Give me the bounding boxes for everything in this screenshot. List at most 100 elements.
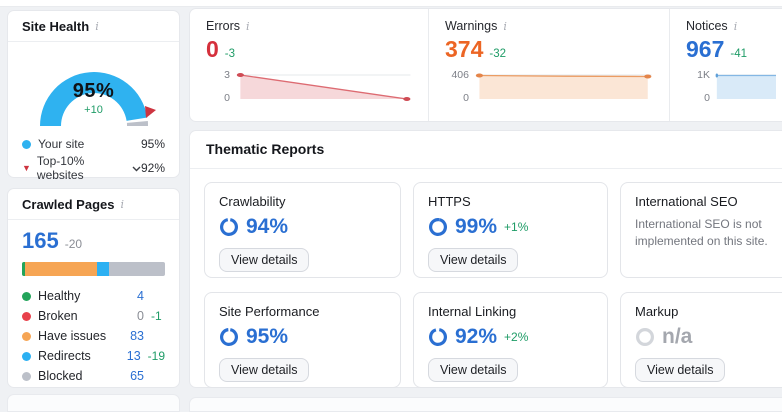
warnings-section: Warnings i 374 -32 406 0 <box>428 9 669 121</box>
international-seo-card: International SEO International SEO is n… <box>620 182 782 278</box>
view-details-button[interactable]: View details <box>219 248 310 272</box>
crawled-total[interactable]: 165 <box>22 228 59 253</box>
notices-ymax: 1K <box>697 69 710 81</box>
warnings-ymax: 406 <box>451 69 469 81</box>
benchmark-value: 92% <box>140 161 165 175</box>
legend-row-redirects: Redirects 13 -19 <box>22 346 165 366</box>
your-site-dot-icon <box>22 139 31 149</box>
legend-row-broken: Broken 0 -1 <box>22 306 165 326</box>
errors-sparkline: 3 0 <box>206 69 414 105</box>
notices-count[interactable]: 967 <box>686 36 725 62</box>
site-performance-card: Site Performance 95% View details <box>204 292 401 388</box>
bar-segment-have-issues <box>25 262 98 276</box>
internal-linking-value: 92% <box>455 325 498 348</box>
next-card-edge-left <box>7 394 180 412</box>
view-details-button[interactable]: View details <box>428 248 519 272</box>
errors-ymin: 0 <box>224 92 230 104</box>
blocked-value[interactable]: 65 <box>130 369 144 383</box>
internal-linking-card: Internal Linking 92% +2% View details <box>413 292 608 388</box>
chevron-down-icon[interactable] <box>132 161 141 175</box>
crawled-pages-title: Crawled Pages <box>22 197 115 212</box>
warnings-ymin: 0 <box>463 92 469 104</box>
info-icon[interactable]: i <box>246 19 250 33</box>
view-details-button[interactable]: View details <box>219 358 310 382</box>
info-icon[interactable]: i <box>120 198 125 211</box>
notices-delta: -41 <box>730 48 747 60</box>
legend-row-have-issues: Have issues 83 <box>22 326 165 346</box>
healthy-value[interactable]: 4 <box>137 289 144 303</box>
markup-value: n/a <box>662 325 693 348</box>
site-health-title: Site Health <box>22 19 90 34</box>
international-seo-description: International SEO is not implemented on … <box>635 217 768 249</box>
markup-title: Markup <box>635 304 679 319</box>
broken-value: 0 <box>137 309 144 323</box>
info-icon[interactable]: i <box>503 19 507 33</box>
https-title: HTTPS <box>428 194 471 209</box>
progress-ring-icon <box>219 217 239 237</box>
warnings-delta: -32 <box>489 48 506 60</box>
blocked-label: Blocked <box>38 369 83 383</box>
notices-section: Notices i 967 -41 1K 0 <box>669 9 782 121</box>
https-delta: +1% <box>504 220 529 234</box>
your-site-label: Your site <box>38 137 85 151</box>
info-icon[interactable]: i <box>733 19 738 33</box>
redirects-label: Redirects <box>38 349 91 363</box>
benchmark-triangle-icon: ▼ <box>22 163 31 173</box>
site-health-card: Site Health i 95% +10 Your site 95% ▼ To… <box>7 10 180 182</box>
site-health-gauge: 95% +10 <box>8 46 179 130</box>
legend-benchmark: ▼ Top-10% websites 92% <box>22 154 165 182</box>
top-header-edge <box>0 0 782 7</box>
notices-sparkline: 1K 0 <box>686 69 776 105</box>
have-issues-value[interactable]: 83 <box>130 329 144 343</box>
thematic-reports-panel: Thematic Reports Crawlability 94% View d… <box>189 130 782 388</box>
crawlability-title: Crawlability <box>219 194 286 209</box>
broken-delta: -1 <box>151 309 162 323</box>
info-icon[interactable]: i <box>95 20 99 33</box>
progress-ring-icon <box>428 327 448 347</box>
errors-delta: -3 <box>224 48 236 60</box>
progress-ring-icon <box>428 217 448 237</box>
markup-card: Markup n/a View details <box>620 292 782 388</box>
notices-label: Notices <box>686 19 728 33</box>
site-health-delta: +10 <box>84 104 103 116</box>
bar-segment-blocked <box>108 262 165 276</box>
bar-segment-redirects <box>97 262 109 276</box>
redirects-value[interactable]: 13 <box>126 349 141 363</box>
redirects-dot-icon <box>22 351 31 361</box>
warnings-count[interactable]: 374 <box>445 36 484 62</box>
warnings-label: Warnings <box>445 19 498 33</box>
issues-summary-card: Errors i 0 -3 3 0 Warnings i <box>189 8 782 122</box>
broken-label: Broken <box>38 309 78 323</box>
errors-ymax: 3 <box>224 69 230 81</box>
broken-dot-icon <box>22 311 31 321</box>
https-card: HTTPS 99% +1% View details <box>413 182 608 278</box>
thematic-reports-header: Thematic Reports <box>190 131 782 169</box>
gauge-arc <box>39 72 156 126</box>
progress-ring-icon <box>219 327 239 347</box>
crawled-pages-header: Crawled Pages i <box>8 189 179 220</box>
view-details-button[interactable]: View details <box>428 358 519 382</box>
have-issues-label: Have issues <box>38 329 107 343</box>
internal-linking-title: Internal Linking <box>428 304 517 319</box>
have-issues-dot-icon <box>22 331 31 341</box>
benchmark-label[interactable]: Top-10% websites <box>36 154 85 182</box>
site-performance-title: Site Performance <box>219 304 320 319</box>
notices-ymin: 0 <box>704 92 710 104</box>
blocked-dot-icon <box>22 371 31 381</box>
legend-your-site: Your site 95% <box>22 132 165 156</box>
warnings-sparkline: 406 0 <box>445 69 655 105</box>
redirects-delta: -19 <box>147 349 165 363</box>
errors-section: Errors i 0 -3 3 0 <box>190 9 428 121</box>
healthy-label: Healthy <box>38 289 81 303</box>
thematic-reports-title: Thematic Reports <box>206 141 325 157</box>
na-ring-icon <box>635 327 655 347</box>
crawled-pages-bar <box>22 262 165 276</box>
errors-count[interactable]: 0 <box>206 36 219 62</box>
site-performance-value: 95% <box>246 325 289 348</box>
your-site-value: 95% <box>140 137 165 151</box>
crawled-delta: -20 <box>64 237 83 251</box>
https-value: 99% <box>455 215 498 238</box>
bar-segment-healthy <box>22 262 26 276</box>
view-details-button[interactable]: View details <box>635 358 726 382</box>
crawlability-card: Crawlability 94% View details <box>204 182 401 278</box>
